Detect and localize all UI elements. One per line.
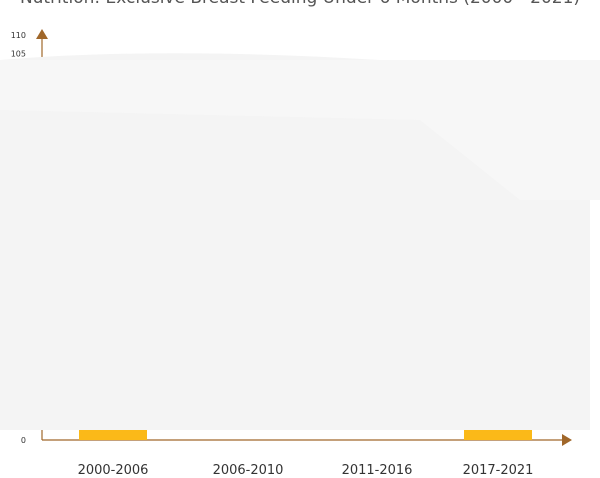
chart-title: Nutrition: Exclusive Breast Feeding Unde… xyxy=(0,0,600,8)
category-label: 2000-2006 xyxy=(78,463,149,478)
category-label: 2006-2010 xyxy=(213,463,284,478)
category-label: 2017-2021 xyxy=(463,463,534,478)
y-tick-label: 105 xyxy=(11,49,26,58)
x-axis-arrow xyxy=(562,434,572,446)
y-axis-arrow xyxy=(36,29,48,39)
category-labels: 2000-2006 2006-2010 2011-2016 2017-2021 xyxy=(78,463,534,478)
category-label: 2011-2016 xyxy=(342,463,413,478)
y-tick-label: 110 xyxy=(11,31,26,40)
y-tick-label: 0 xyxy=(21,436,26,445)
